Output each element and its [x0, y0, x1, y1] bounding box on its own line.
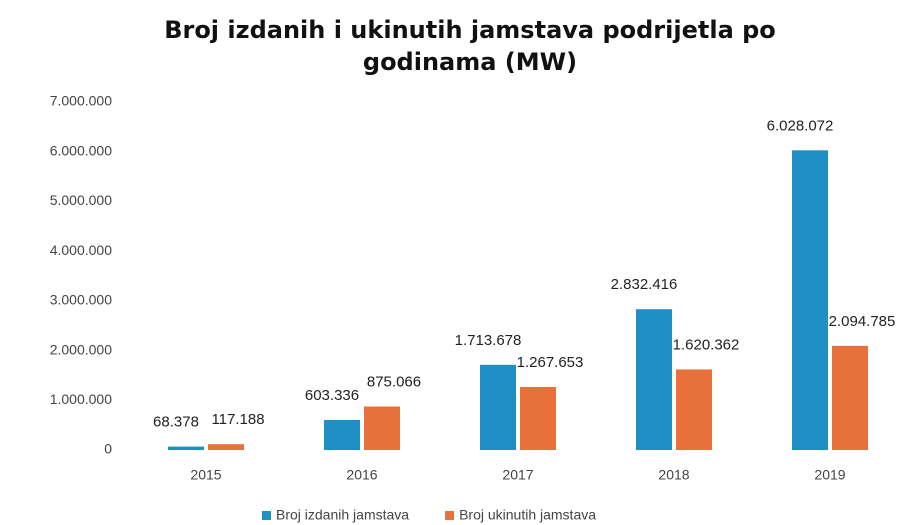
- data-label: 68.378: [153, 414, 199, 431]
- bar: [480, 364, 516, 450]
- bar: [324, 420, 360, 450]
- data-label: 2.832.416: [611, 276, 678, 293]
- y-tick-label: 2.000.000: [50, 341, 112, 357]
- data-label: 1.713.678: [455, 332, 522, 349]
- data-label: 1.620.362: [673, 336, 740, 353]
- chart-title: Broj izdanih i ukinutih jamstava podrije…: [164, 16, 776, 76]
- x-tick-label: 2016: [346, 467, 377, 483]
- data-label: 875.066: [367, 373, 421, 390]
- bar: [636, 309, 672, 450]
- x-tick-label: 2017: [502, 467, 533, 483]
- bar: [832, 345, 868, 450]
- x-tick-label: 2015: [190, 467, 221, 483]
- legend-label: Broj ukinutih jamstava: [459, 507, 596, 523]
- y-tick-label: 3.000.000: [50, 292, 112, 308]
- y-tick-label: 0: [104, 441, 112, 457]
- data-label: 6.028.072: [767, 117, 834, 134]
- bar: [168, 446, 204, 450]
- y-tick-label: 1.000.000: [50, 391, 112, 407]
- bar: [520, 386, 556, 450]
- data-label: 1.267.653: [517, 354, 584, 371]
- bar: [676, 369, 712, 450]
- legend-label: Broj izdanih jamstava: [276, 507, 409, 523]
- x-tick-label: 2018: [658, 467, 689, 483]
- bar: [208, 444, 244, 450]
- bar: [792, 150, 828, 450]
- data-label: 603.336: [305, 387, 359, 404]
- data-label: 2.094.785: [829, 313, 896, 330]
- bar: [364, 406, 400, 450]
- y-tick-label: 5.000.000: [50, 192, 112, 208]
- legend-swatch: [445, 511, 455, 520]
- legend-swatch: [262, 511, 271, 520]
- y-tick-label: 6.000.000: [50, 142, 112, 158]
- y-tick-label: 7.000.000: [50, 93, 112, 109]
- x-tick-label: 2019: [814, 467, 845, 483]
- y-tick-label: 4.000.000: [50, 242, 112, 258]
- data-label: 117.188: [211, 411, 264, 428]
